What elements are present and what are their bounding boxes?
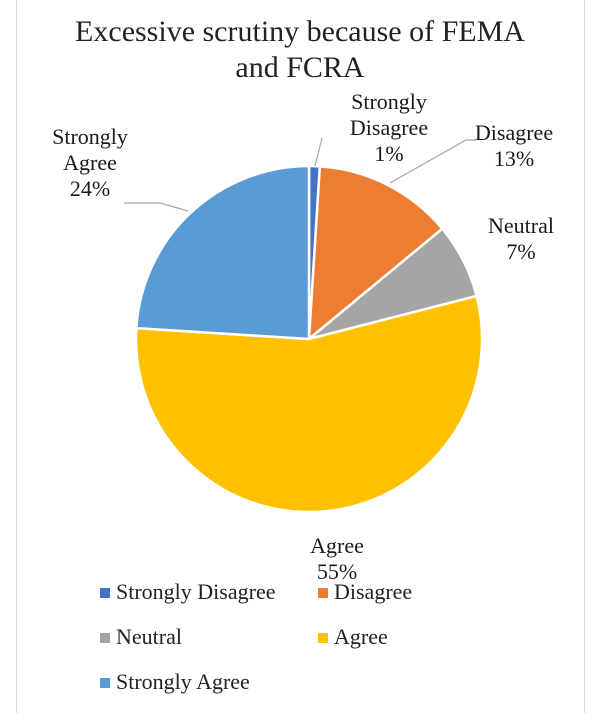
chart-frame [16, 0, 585, 713]
legend-swatch-neutral [100, 633, 110, 643]
pie-slice-agree [134, 294, 484, 514]
data-label-strongly-agree: Strongly Agree 24% [52, 124, 128, 201]
legend-swatch-strongly-disagree [100, 588, 110, 598]
legend-label-disagree: Disagree [334, 579, 413, 604]
data-label-disagree: Disagree 13% [475, 120, 553, 171]
data-label-neutral: Neutral 7% [488, 213, 554, 264]
legend-item-strongly-agree: Strongly Agree [100, 667, 250, 697]
legend-item-neutral: Neutral [100, 622, 182, 652]
legend-label-strongly-agree: Strongly Agree [116, 669, 250, 694]
leader-line-strongly-agree [124, 202, 189, 212]
legend-swatch-agree [318, 633, 328, 643]
data-label-agree: Agree 55% [310, 533, 364, 584]
legend-item-strongly-disagree: Strongly Disagree [100, 577, 275, 607]
legend-swatch-disagree [318, 588, 328, 598]
legend-item-disagree: Disagree [318, 577, 412, 607]
leader-line-disagree [389, 139, 476, 184]
leader-line-strongly-disagree [314, 137, 323, 167]
legend: Strongly Disagree Disagree Neutral Agree… [100, 577, 580, 712]
legend-swatch-strongly-agree [100, 678, 110, 688]
chart-title: Excessive scrutiny because of FEMA and F… [75, 15, 525, 84]
data-label-strongly-disagree: Strongly Disagree 1% [350, 89, 428, 166]
legend-label-neutral: Neutral [116, 624, 182, 649]
pie-slice-strongly-agree [135, 164, 311, 341]
legend-label-strongly-disagree: Strongly Disagree [116, 579, 276, 604]
legend-item-agree: Agree [318, 622, 388, 652]
pie-slice-disagree [307, 165, 444, 341]
legend-label-agree: Agree [334, 624, 388, 649]
